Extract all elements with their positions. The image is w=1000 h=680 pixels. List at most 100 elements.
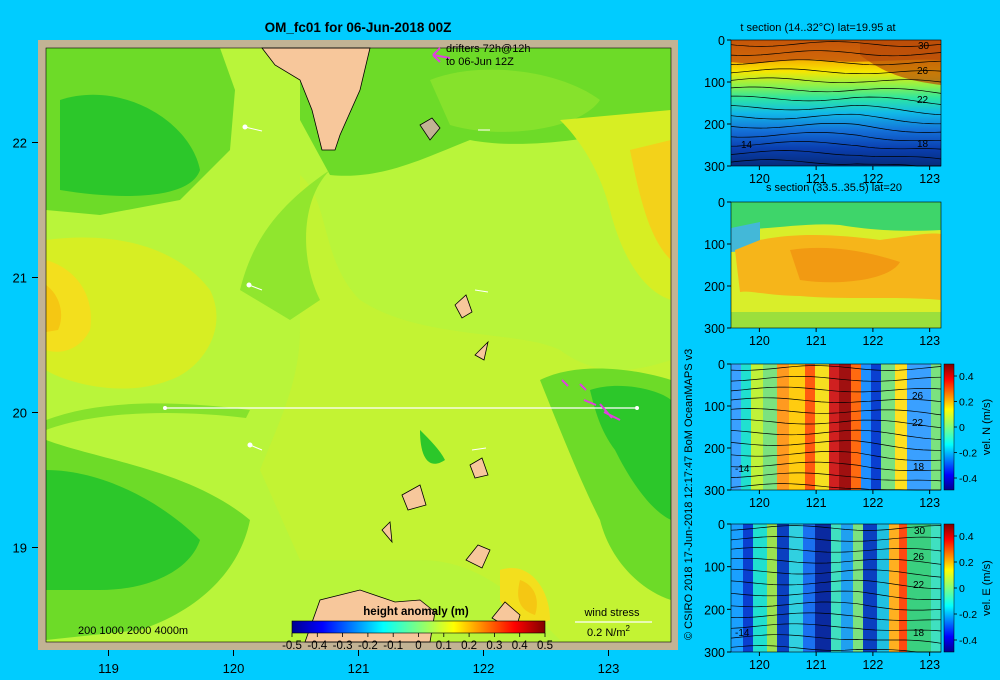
vele-contour-label: 18 (913, 628, 925, 639)
velocity-colorbar-tick: -0.2 (959, 448, 977, 460)
taiwan-landmass (261, 47, 371, 151)
section-transect (163, 406, 639, 410)
island (465, 544, 491, 569)
section-x-tick-label: 120 (749, 334, 770, 348)
wind-vectors (242, 124, 490, 451)
colorbar-tick-label: 0.2 (461, 640, 477, 652)
colorbar-tick-label: 0 (415, 640, 421, 652)
salinity-section-panel: s section (33.5..35.5) lat=20 120 121 122 1… (704, 182, 942, 348)
colorbar-tick-label: 0.3 (486, 640, 502, 652)
main-y-tick-label: 19 (13, 541, 27, 556)
vele-colorbar-label: vel. E (m/s) (981, 560, 993, 616)
section-y-tick-label: 300 (704, 484, 725, 498)
section-x-tick-label: 121 (806, 496, 827, 510)
colorbar-tick-label: -0.3 (333, 640, 353, 652)
main-x-tick-label: 122 (473, 661, 495, 676)
section-x-tick-label: 120 (749, 172, 770, 186)
section-y-tick-label: 200 (704, 603, 725, 617)
island (469, 457, 489, 479)
section-x-tick-label: 121 (806, 658, 827, 672)
section-x-tick-label: 120 (749, 658, 770, 672)
island (474, 340, 489, 361)
veln-contour-label: -14 (735, 464, 750, 475)
section-x-tick-label: 122 (862, 658, 883, 672)
height-colorbar: height anomaly (m) -0.5 -0.4 -0.3 -0.2 -0.1 0… (282, 606, 553, 652)
vel-n-section-panel: 26 22 18 -14 120 121 122 123 0 100 200 300 0.4 0… (704, 358, 993, 510)
velocity-colorbar-tick: 0.4 (959, 531, 974, 543)
vele-contour-label: -14 (735, 628, 750, 639)
copyright-note: © CSIRO 2018 17-Jun-2018 12:17:47 BoM Oc… (683, 349, 695, 640)
veln-contour-label: 26 (912, 391, 924, 402)
section-x-tick-label: 123 (919, 334, 940, 348)
section-y-tick-label: 200 (704, 442, 725, 456)
veln-contour-label: 18 (913, 462, 925, 473)
temp-contour-label: 14 (741, 140, 753, 151)
drifter-note-1: drifters 72h@12h (446, 43, 531, 55)
velocity-colorbar-tick: -0.4 (959, 473, 977, 485)
main-y-tick-label: 22 (13, 136, 27, 151)
velocity-colorbar-tick: 0.2 (959, 397, 974, 409)
section-y-tick-label: 200 (704, 280, 725, 294)
section-y-tick-label: 100 (704, 561, 725, 575)
colorbar-tick-label: -0.5 (282, 640, 302, 652)
drifter-note-2: to 06-Jun 12Z (446, 56, 514, 68)
main-x-tick-label: 119 (98, 661, 119, 676)
salinity-section-title: s section (33.5..35.5) lat=20 (766, 182, 902, 194)
colorbar-tick-label: -0.1 (383, 640, 403, 652)
section-y-tick-label: 0 (718, 196, 725, 210)
vel-e-section-panel: 30 26 22 18 -14 120 121 122 123 0 100 200 300 0… (704, 518, 993, 672)
veln-colorbar-label: vel. N (m/s) (981, 399, 993, 455)
section-x-tick-label: 123 (919, 172, 940, 186)
section-x-tick-label: 121 (806, 334, 827, 348)
section-x-tick-label: 121 (806, 172, 827, 186)
colorbar-tick-label: 0.5 (537, 640, 553, 652)
section-x-tick-label: 122 (862, 172, 883, 186)
main-y-axis: 19 20 21 22 (13, 136, 38, 556)
section-y-tick-label: 300 (704, 322, 725, 336)
temp-contour-label: 26 (917, 66, 929, 77)
veln-contour-label: 22 (912, 418, 924, 429)
section-y-tick-label: 100 (704, 400, 725, 414)
velocity-colorbar-tick: 0.4 (959, 371, 974, 383)
land-masses (261, 47, 521, 643)
vele-contour-label: 26 (913, 552, 925, 563)
main-map: 119 120 121 122 123 19 20 21 22 OM_fc01 for 06-… (13, 20, 678, 676)
height-anomaly-field (46, 48, 671, 642)
wind-legend: wind stress 0.2 N/m2 (575, 607, 652, 639)
section-y-tick-label: 0 (718, 358, 725, 372)
section-y-tick-label: 100 (704, 238, 725, 252)
svg-text:wind stress: wind stress (583, 607, 640, 619)
temp-contour-label: 18 (917, 139, 929, 150)
temp-section-title: t section (14..32°C) lat=19.95 at (740, 22, 895, 34)
map-title: OM_fc01 for 06-Jun-2018 00Z (265, 20, 452, 35)
colorbar-tick-label: -0.4 (307, 640, 327, 652)
section-y-tick-label: 200 (704, 118, 725, 132)
section-x-tick-label: 123 (919, 658, 940, 672)
island (401, 484, 427, 511)
section-y-tick-label: 0 (718, 34, 725, 48)
velocity-colorbar-tick: 0 (959, 422, 965, 434)
main-x-tick-label: 121 (348, 661, 370, 676)
colorbar-title: height anomaly (m) (363, 606, 469, 618)
main-y-tick-label: 21 (13, 271, 27, 286)
velocity-colorbar-tick: -0.2 (959, 609, 977, 621)
main-y-tick-label: 20 (13, 406, 27, 421)
main-x-tick-label: 120 (223, 661, 245, 676)
velocity-colorbar-tick: 0.2 (959, 557, 974, 569)
svg-text:0.2 N/m2: 0.2 N/m2 (587, 624, 631, 639)
colorbar-tick-label: 0.4 (512, 640, 529, 652)
vele-contour-label: 30 (914, 526, 926, 537)
section-y-tick-label: 300 (704, 646, 725, 660)
main-x-tick-label: 123 (598, 661, 620, 676)
section-y-tick-label: 0 (718, 518, 725, 532)
velocity-colorbar-tick: -0.4 (959, 635, 977, 647)
section-x-tick-label: 122 (862, 334, 883, 348)
velocity-colorbar-tick: 0 (959, 583, 965, 595)
island (381, 521, 393, 544)
section-y-tick-label: 300 (704, 160, 725, 174)
temp-contour-label: 30 (918, 41, 930, 52)
island (419, 117, 441, 141)
temp-contour-label: 22 (917, 95, 929, 106)
colorbar-tick-label: 0.1 (436, 640, 452, 652)
